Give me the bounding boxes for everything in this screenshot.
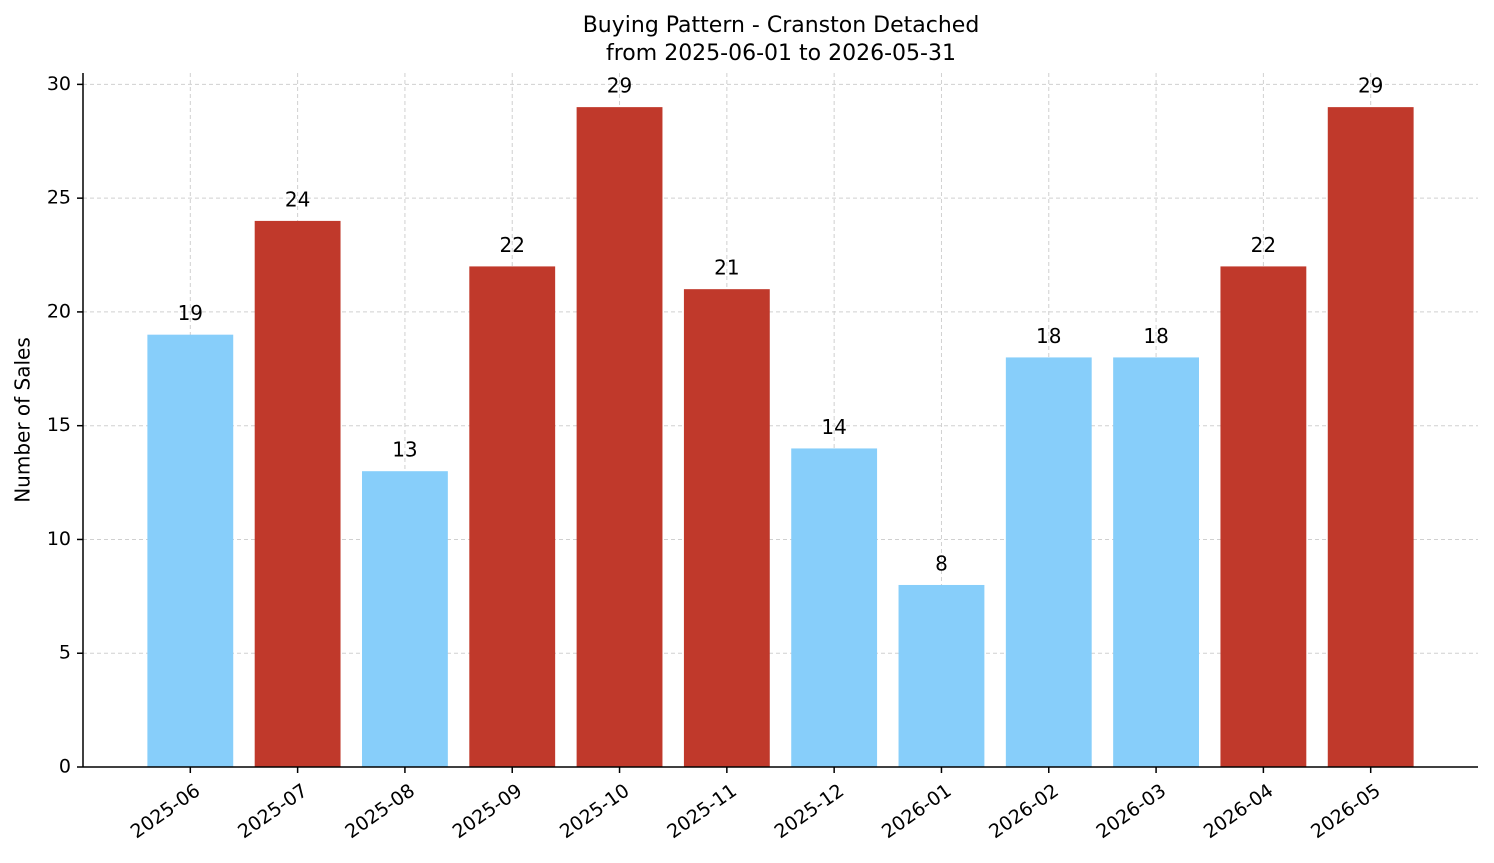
bar xyxy=(254,220,341,768)
x-tick-label: 2026-01 xyxy=(878,780,956,844)
y-tick-label: 30 xyxy=(47,73,71,95)
bar xyxy=(898,584,985,767)
bar xyxy=(1113,357,1199,767)
value-label: 24 xyxy=(285,187,310,211)
value-label: 18 xyxy=(1036,324,1061,348)
x-tick-label: 2025-10 xyxy=(556,780,634,844)
x-tick-label: 2025-12 xyxy=(771,780,849,844)
chart-subtitle: from 2025-06-01 to 2026-05-31 xyxy=(606,41,956,66)
x-tick-label: 2026-03 xyxy=(1092,780,1170,844)
x-tick-label: 2026-04 xyxy=(1200,780,1278,844)
value-label: 29 xyxy=(1358,74,1383,98)
x-tick-label: 2026-05 xyxy=(1307,780,1385,844)
value-label: 29 xyxy=(607,74,632,98)
bar xyxy=(147,334,234,767)
bar xyxy=(1005,357,1092,767)
value-label: 22 xyxy=(500,233,525,257)
bar xyxy=(1220,266,1307,767)
value-label: 13 xyxy=(392,438,417,462)
y-tick-label: 5 xyxy=(59,642,71,664)
bar xyxy=(576,107,663,767)
y-tick-label: 20 xyxy=(47,300,71,322)
x-tick-label: 2025-09 xyxy=(449,780,527,844)
bar xyxy=(469,266,556,767)
bar xyxy=(791,448,878,767)
y-tick-label: 15 xyxy=(47,414,71,436)
bar xyxy=(362,471,448,767)
chart-title: Buying Pattern - Cranston Detached xyxy=(583,13,980,38)
value-label: 14 xyxy=(821,415,846,439)
value-label: 18 xyxy=(1143,324,1168,348)
bar xyxy=(1327,107,1414,767)
value-label: 22 xyxy=(1251,233,1276,257)
x-tick-label: 2025-08 xyxy=(341,780,419,844)
bar xyxy=(683,289,770,767)
x-tick-label: 2026-02 xyxy=(985,780,1063,844)
x-tick-label: 2025-11 xyxy=(663,780,741,844)
value-label: 8 xyxy=(935,551,948,575)
y-tick-label: 0 xyxy=(59,756,71,778)
value-label: 21 xyxy=(714,256,739,280)
x-tick-label: 2025-07 xyxy=(234,780,312,844)
x-tick-label: 2025-06 xyxy=(127,780,205,844)
value-label: 19 xyxy=(178,301,203,325)
y-axis-label: Number of Sales xyxy=(11,337,35,503)
y-tick-label: 10 xyxy=(47,528,71,550)
y-tick-label: 25 xyxy=(47,187,71,209)
